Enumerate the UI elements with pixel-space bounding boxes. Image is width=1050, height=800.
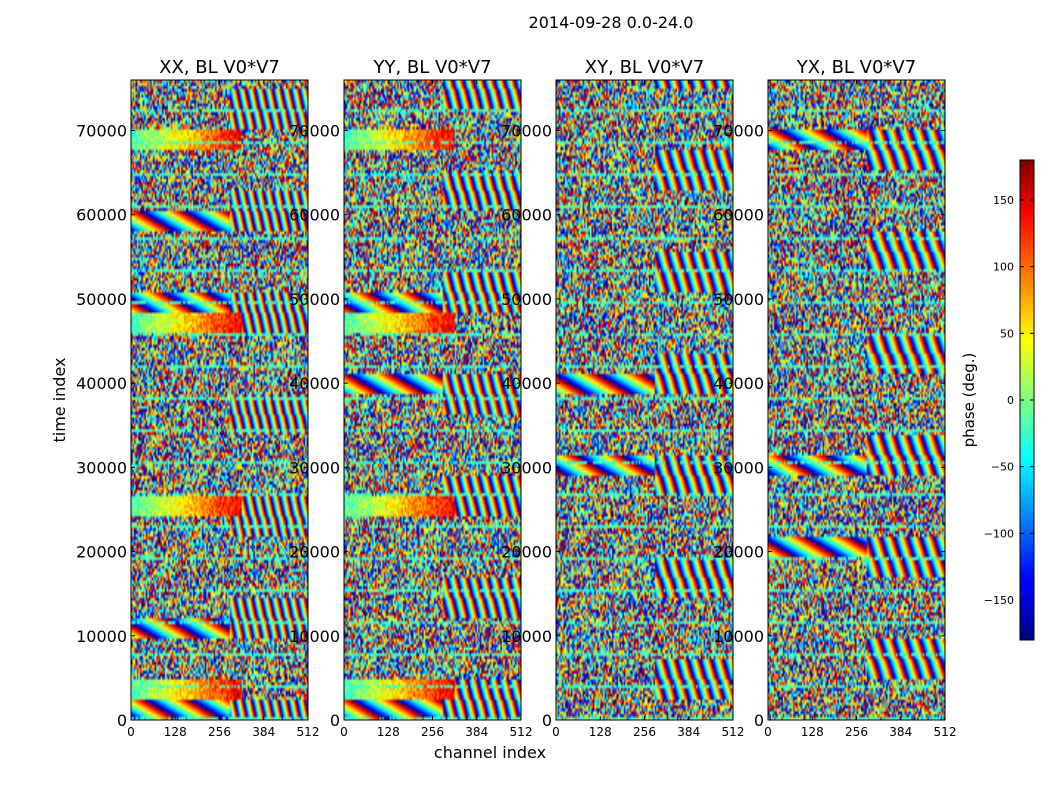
y-tick-label: 20000 [289,543,340,562]
panel-xx: XX, BL V0*V7 0 128 256 384 512 0 10000 20000 3000… [76,57,319,739]
x-tick-label: 384 [889,725,912,739]
y-tick-label: 70000 [289,122,340,141]
panel-xy-phase-image [556,80,733,720]
y-tick-label: 70000 [501,122,552,141]
x-tick-label: 512 [297,725,320,739]
x-tick-label: 256 [208,725,231,739]
y-tick-label: 30000 [713,458,764,477]
y-tick-label: 30000 [76,458,127,477]
panel-title: XY, BL V0*V7 [585,57,704,78]
x-tick-label: 384 [677,725,700,739]
y-tick-label: 10000 [501,627,552,646]
colorbar-tick-label: −50 [991,461,1014,474]
colorbar-tick-label: 50 [1000,327,1014,340]
x-tick-label: 128 [164,725,187,739]
x-axis-label: channel index [434,743,546,762]
panel-yx: YX, BL V0*V7 0 128 256 384 512 0 10000 20000 3000… [713,57,956,739]
colorbar-tick-label: 150 [993,194,1014,207]
y-tick-label: 0 [542,711,552,730]
panel-xy: XY, BL V0*V7 0 128 256 384 512 0 10000 20000 3000… [501,57,744,739]
y-tick-label: 10000 [76,627,127,646]
x-tick-label: 128 [377,725,400,739]
y-tick-label: 40000 [713,374,764,393]
y-tick-label: 20000 [76,543,127,562]
colorbar-tick-label: 0 [1007,394,1014,407]
x-tick-label: 0 [127,725,135,739]
panel-title: YX, BL V0*V7 [796,57,916,78]
y-tick-label: 20000 [501,543,552,562]
panels: XX, BL V0*V7 0 128 256 384 512 0 10000 20000 3000… [76,57,956,739]
colorbar-tick-label: −150 [984,594,1014,607]
x-tick-label: 256 [421,725,444,739]
y-tick-label: 60000 [76,206,127,225]
y-tick-label: 0 [754,711,764,730]
y-tick-label: 50000 [289,290,340,309]
y-tick-label: 70000 [76,122,127,141]
colorbar: −150 −100 −50 0 50 100 150 phase (deg.) [960,159,1035,641]
x-tick-label: 0 [552,725,560,739]
x-tick-label: 0 [764,725,772,739]
y-tick-label: 30000 [501,458,552,477]
colorbar-tick-label: −100 [984,527,1014,540]
colorbar-label: phase (deg.) [960,353,978,448]
x-tick-label: 384 [465,725,488,739]
figure-title: 2014-09-28 0.0-24.0 [529,13,694,32]
panel-yy: YY, BL V0*V7 0 128 256 384 512 0 10000 20000 3000… [289,57,532,739]
y-tick-label: 70000 [713,122,764,141]
x-tick-label: 128 [801,725,824,739]
y-tick-label: 50000 [76,290,127,309]
y-tick-label: 0 [330,711,340,730]
x-tick-label: 512 [722,725,745,739]
y-tick-label: 60000 [713,206,764,225]
x-tick-label: 0 [340,725,348,739]
y-tick-label: 0 [117,711,127,730]
panel-xx-phase-image [131,80,308,720]
y-tick-label: 40000 [76,374,127,393]
panel-yx-phase-image [768,80,945,720]
x-tick-label: 256 [633,725,656,739]
x-tick-label: 384 [252,725,275,739]
y-tick-label: 20000 [713,543,764,562]
y-tick-label: 30000 [289,458,340,477]
y-tick-label: 50000 [501,290,552,309]
y-tick-label: 10000 [289,627,340,646]
panel-title: YY, BL V0*V7 [372,57,491,78]
panel-title: XX, BL V0*V7 [159,57,280,78]
y-tick-label: 10000 [713,627,764,646]
x-tick-label: 128 [589,725,612,739]
colorbar-tick-label: 100 [993,261,1014,274]
y-tick-label: 40000 [289,374,340,393]
colorbar-ticks: −150 −100 −50 0 50 100 150 [984,194,1034,607]
y-axis-label: time index [50,357,69,442]
x-tick-label: 256 [845,725,868,739]
y-tick-label: 50000 [713,290,764,309]
x-tick-label: 512 [510,725,533,739]
y-tick-label: 60000 [289,206,340,225]
y-tick-label: 40000 [501,374,552,393]
x-tick-label: 512 [934,725,957,739]
panel-yy-phase-image [344,80,521,720]
y-tick-label: 60000 [501,206,552,225]
